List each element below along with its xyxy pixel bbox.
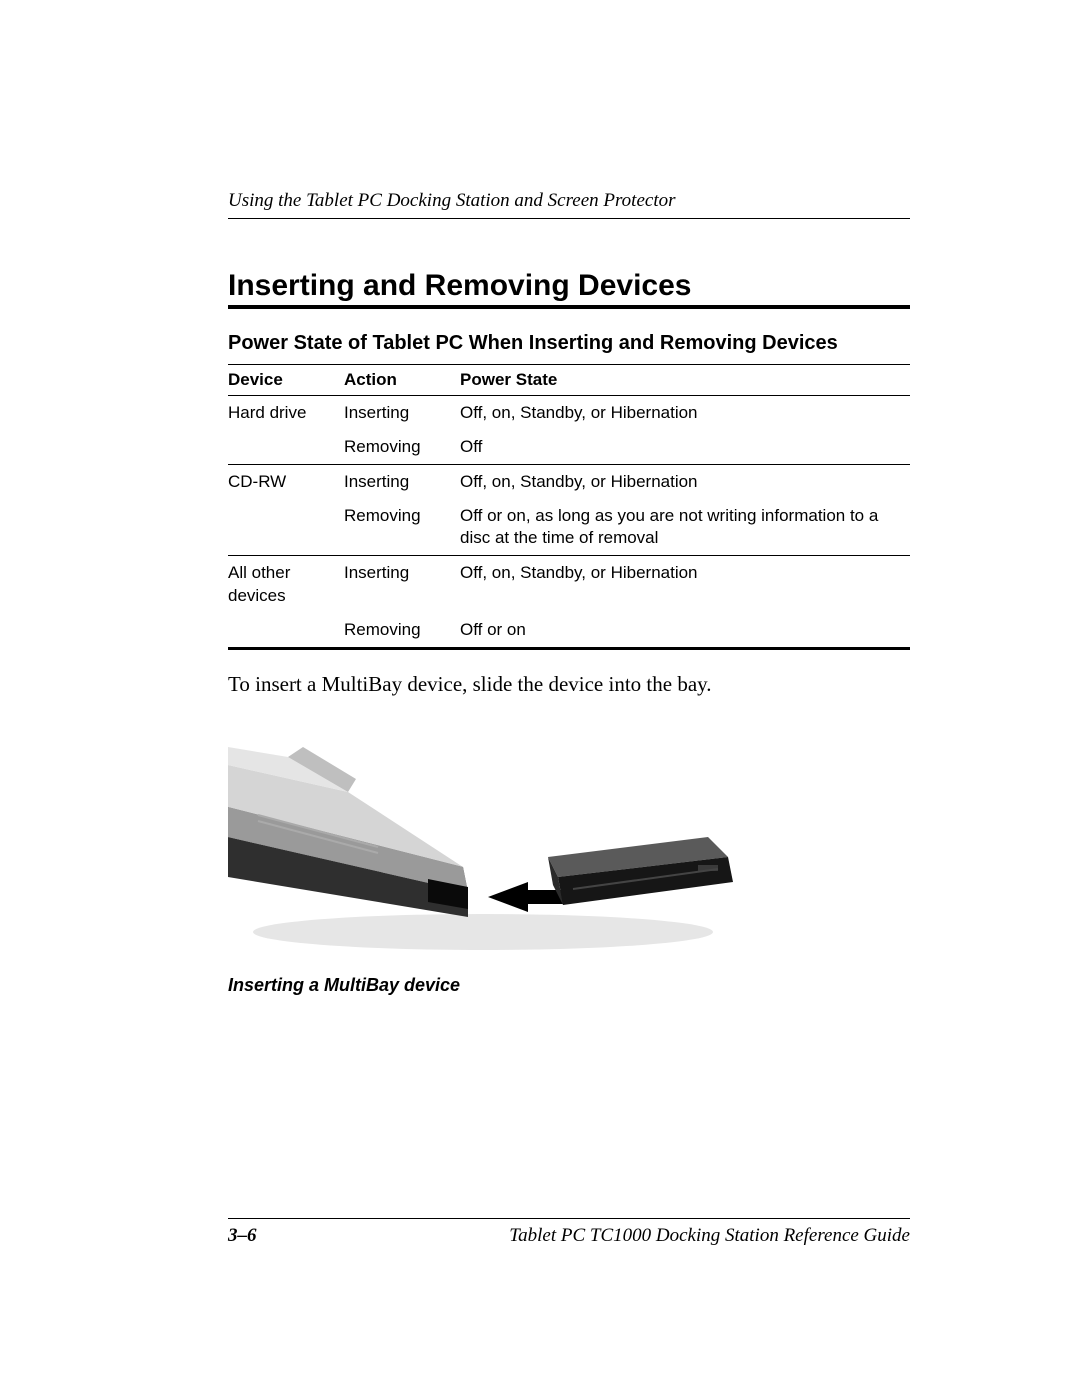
page-number: 3–6 (228, 1225, 257, 1247)
col-header-action: Action (344, 365, 460, 396)
cell-power: Off (460, 430, 910, 465)
cell-device (228, 613, 344, 649)
cell-action: Inserting (344, 465, 460, 500)
running-header: Using the Tablet PC Docking Station and … (228, 190, 910, 219)
cell-power: Off, on, Standby, or Hibernation (460, 556, 910, 613)
cell-action: Inserting (344, 396, 460, 431)
col-header-power: Power State (460, 365, 910, 396)
cell-device: Hard drive (228, 396, 344, 431)
footer-doc-title: Tablet PC TC1000 Docking Station Referen… (509, 1225, 910, 1247)
table-title: Power State of Tablet PC When Inserting … (228, 331, 910, 356)
table-header-row: Device Action Power State (228, 365, 910, 396)
cell-action: Removing (344, 613, 460, 649)
cell-device (228, 430, 344, 465)
table-row: Removing Off (228, 430, 910, 465)
body-paragraph: To insert a MultiBay device, slide the d… (228, 672, 910, 697)
section-heading: Inserting and Removing Devices (228, 269, 910, 309)
cell-device: All other devices (228, 556, 344, 613)
col-header-device: Device (228, 365, 344, 396)
document-page: Using the Tablet PC Docking Station and … (0, 0, 1080, 1397)
table-row: Removing Off or on, as long as you are n… (228, 499, 910, 556)
page-footer: 3–6 Tablet PC TC1000 Docking Station Ref… (228, 1218, 910, 1247)
multibay-illustration (228, 737, 738, 957)
table-body: Hard drive Inserting Off, on, Standby, o… (228, 396, 910, 649)
cell-power: Off or on, as long as you are not writin… (460, 499, 910, 556)
cell-power: Off or on (460, 613, 910, 649)
cell-device (228, 499, 344, 556)
power-state-table: Device Action Power State Hard drive Ins… (228, 364, 910, 650)
table-row: Removing Off or on (228, 613, 910, 649)
figure-multibay-insert (228, 737, 738, 957)
table-row: CD-RW Inserting Off, on, Standby, or Hib… (228, 465, 910, 500)
cell-power: Off, on, Standby, or Hibernation (460, 396, 910, 431)
table-row: Hard drive Inserting Off, on, Standby, o… (228, 396, 910, 431)
cell-action: Removing (344, 430, 460, 465)
cell-action: Inserting (344, 556, 460, 613)
table-row: All other devices Inserting Off, on, Sta… (228, 556, 910, 613)
cell-device: CD-RW (228, 465, 344, 500)
figure-caption: Inserting a MultiBay device (228, 975, 910, 996)
cell-action: Removing (344, 499, 460, 556)
cell-power: Off, on, Standby, or Hibernation (460, 465, 910, 500)
